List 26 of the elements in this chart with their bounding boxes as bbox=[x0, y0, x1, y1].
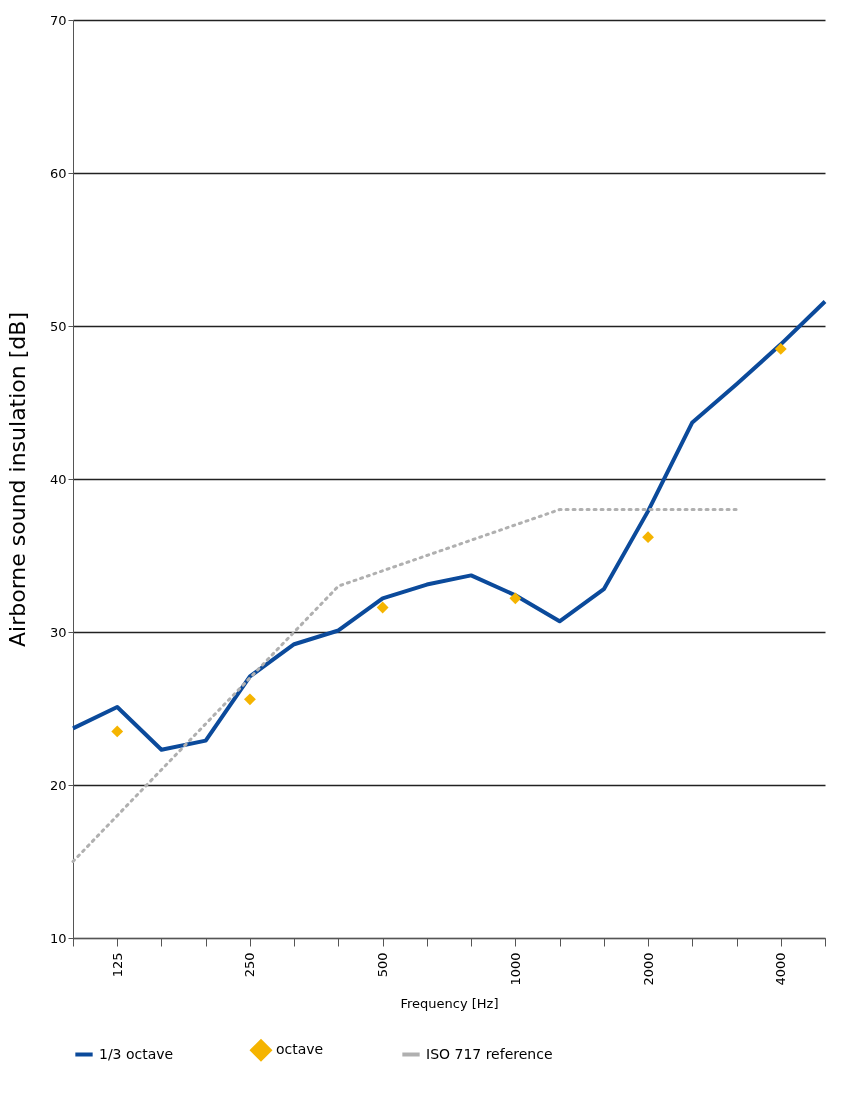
x-tick-label: 2000 bbox=[640, 952, 656, 986]
x-tick-label: 1000 bbox=[507, 952, 523, 986]
y-tick-label: 20 bbox=[49, 777, 67, 793]
y-tick-label: 70 bbox=[49, 12, 67, 28]
y-tick-label: 10 bbox=[49, 930, 67, 946]
x-tick-label: 4000 bbox=[773, 952, 789, 986]
x-tick-label: 125 bbox=[109, 952, 125, 978]
point bbox=[774, 343, 787, 355]
legend-label: 1/3 octave bbox=[99, 1045, 174, 1062]
point bbox=[244, 693, 256, 706]
point bbox=[642, 531, 654, 544]
y-axis-title: Airborne sound insulation [dB] bbox=[4, 312, 30, 647]
point bbox=[111, 725, 124, 738]
y-tick-label: 60 bbox=[49, 165, 67, 181]
legend-label: octave bbox=[276, 1041, 324, 1058]
line-series bbox=[71, 299, 827, 752]
point bbox=[509, 592, 522, 605]
y-tick-label: 40 bbox=[49, 471, 67, 487]
x-tick-label: 500 bbox=[375, 952, 391, 978]
legend-label: ISO 717 reference bbox=[426, 1045, 553, 1062]
y-tick-label: 50 bbox=[49, 318, 67, 334]
y-tick-label: 30 bbox=[49, 624, 67, 640]
point bbox=[376, 601, 389, 614]
line-series bbox=[71, 508, 739, 863]
x-axis-title: Frequency [Hz] bbox=[400, 995, 499, 1011]
x-tick-label: 250 bbox=[242, 952, 258, 978]
